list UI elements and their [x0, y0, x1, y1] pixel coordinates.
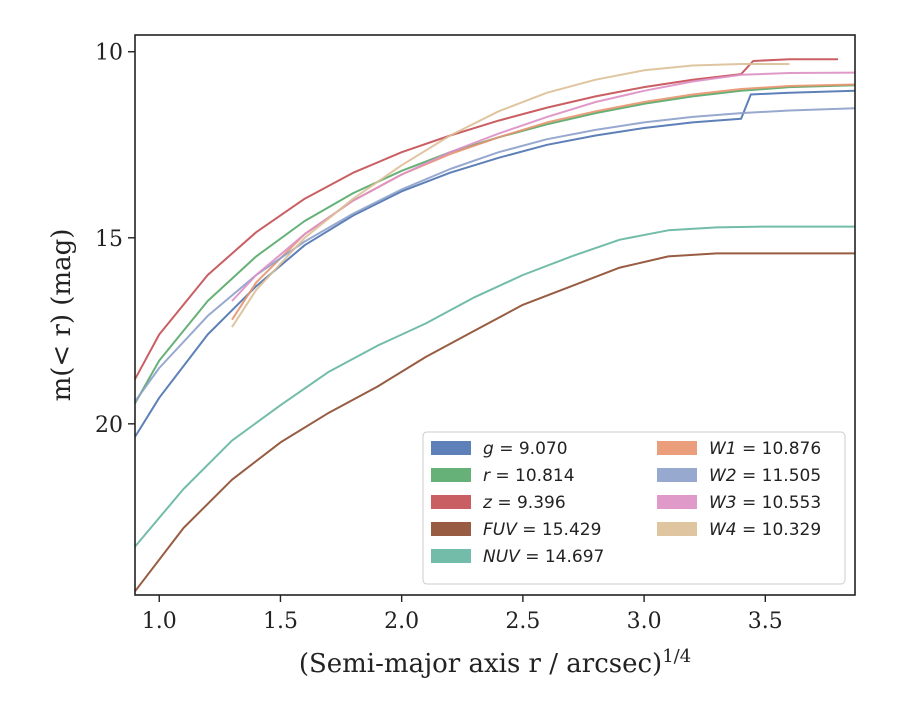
x-tick-label: 1.5 — [263, 609, 298, 634]
legend: g = 9.070 r = 10.814 z = 9.396 FUV = 15.429… — [422, 431, 846, 585]
series-line — [134, 107, 856, 403]
x-axis-label: (Semi-major axis r / arcsec)1/4 — [299, 646, 691, 679]
legend-label: FUV = 15.429 — [483, 520, 601, 540]
legend-swatch — [431, 495, 471, 509]
legend-label: NUV = 14.697 — [483, 547, 604, 567]
series-line — [134, 58, 838, 380]
legend-label: r = 10.814 — [483, 466, 575, 486]
legend-box — [422, 431, 846, 585]
x-tick-label: 2.5 — [505, 609, 540, 634]
y-tick-label: 15 — [95, 227, 123, 252]
x-tick-label: 3.5 — [748, 609, 783, 634]
legend-label: W2 = 11.505 — [709, 466, 821, 486]
y-tick-label: 20 — [95, 413, 123, 438]
series-line — [231, 63, 790, 328]
series-line — [231, 83, 856, 321]
y-axis-label: m(< r) (mag) — [47, 229, 77, 402]
series-line — [231, 71, 856, 302]
legend-swatch — [657, 522, 697, 536]
x-tick-label: 3.0 — [627, 609, 662, 634]
x-tick-label: 1.0 — [142, 609, 177, 634]
legend-label: g = 9.070 — [483, 439, 568, 459]
series-lines — [134, 58, 856, 592]
legend-swatch — [431, 522, 471, 536]
y-axis: 10 15 20 — [95, 41, 135, 438]
legend-swatch — [657, 495, 697, 509]
legend-swatch — [657, 468, 697, 482]
series-line — [134, 89, 856, 438]
legend-swatch — [431, 468, 471, 482]
series-line — [134, 225, 855, 548]
legend-swatch — [431, 441, 471, 455]
legend-label: W1 = 10.876 — [709, 439, 821, 459]
legend-swatch — [431, 549, 471, 563]
legend-label: W3 = 10.553 — [709, 493, 821, 513]
y-tick-label: 10 — [95, 41, 123, 66]
legend-label: W4 = 10.329 — [709, 520, 821, 540]
legend-label: z = 9.396 — [482, 493, 566, 513]
x-axis: 1.0 1.5 2.0 2.5 3.0 3.5 — [142, 595, 783, 634]
plot-frame — [134, 34, 856, 596]
series-line — [134, 252, 855, 592]
x-tick-label: 2.0 — [384, 609, 419, 634]
legend-swatch — [657, 441, 697, 455]
